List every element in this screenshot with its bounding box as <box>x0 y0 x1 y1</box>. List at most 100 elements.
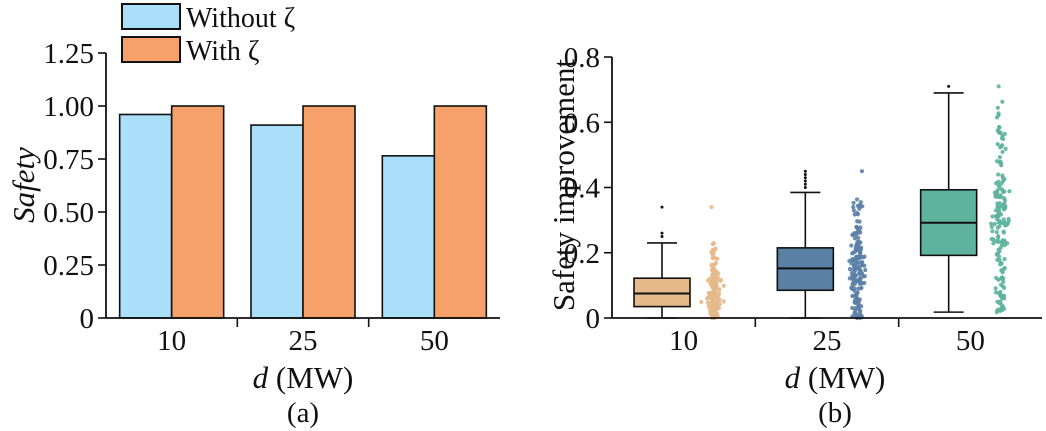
y-tick-label: 0.75 <box>43 144 94 176</box>
sample-point <box>857 219 862 224</box>
sample-point <box>713 261 718 266</box>
sample-point <box>997 159 1002 164</box>
sample-point <box>713 246 718 252</box>
panel-label-a: (a) <box>287 397 319 429</box>
sample-point <box>710 301 715 306</box>
sample-point <box>1002 257 1007 262</box>
sample-point <box>853 312 858 317</box>
sample-point <box>1000 99 1005 104</box>
outlier-point <box>803 182 807 186</box>
axes: 10 25 50 0 0.2 0.4 0.6 0.8 <box>564 42 1042 357</box>
panel-a-bar-chart: Without ζ With ζ 10 25 50 0 0.25 0.50 0.75 1.00… <box>6 3 500 429</box>
sample-point <box>1001 279 1006 285</box>
bar-without-zeta-25 <box>250 124 304 319</box>
sample-point <box>710 264 715 270</box>
sample-point <box>993 290 999 295</box>
outlier-point <box>660 234 664 238</box>
outlier-point <box>803 186 807 189</box>
sample-point <box>994 310 999 315</box>
sample-point <box>996 254 1002 259</box>
y-tick-label: 0.25 <box>43 250 94 282</box>
sample-point <box>1001 196 1007 201</box>
sample-point <box>705 278 711 283</box>
x-axis-unit: (MW) <box>800 360 885 395</box>
sample-point <box>990 229 995 234</box>
sample-point <box>856 246 862 251</box>
x-tick-label: 25 <box>813 325 842 357</box>
sample-point <box>1001 136 1006 142</box>
box-group-50 <box>919 84 1012 315</box>
sample-point <box>715 313 720 318</box>
sample-point <box>713 309 718 315</box>
sample-point <box>708 311 713 317</box>
y-tick-label: 0 <box>586 303 601 335</box>
jitter-points <box>699 204 726 321</box>
sample-point <box>989 221 994 226</box>
sample-point <box>708 290 713 295</box>
sample-point <box>994 230 999 235</box>
sample-point <box>1002 223 1008 228</box>
sample-point <box>854 197 860 202</box>
sample-point <box>850 305 855 311</box>
sample-point <box>853 244 858 250</box>
sample-point <box>998 299 1003 304</box>
sample-point <box>721 283 726 288</box>
sample-point <box>853 264 858 270</box>
sample-point <box>855 212 860 217</box>
sample-point <box>997 308 1003 313</box>
bar-with-zeta-50 <box>433 105 488 319</box>
sample-point <box>854 224 859 230</box>
sample-point <box>858 250 863 255</box>
sample-point <box>993 286 998 291</box>
sample-point <box>713 256 718 261</box>
sample-point <box>1003 146 1008 151</box>
sample-point <box>993 239 998 244</box>
sample-point <box>851 208 856 213</box>
sample-point <box>854 277 859 283</box>
sample-point <box>996 84 1001 89</box>
x-tick-label: 10 <box>669 325 698 357</box>
sample-point <box>1001 189 1006 195</box>
sample-point <box>997 155 1002 160</box>
sample-point <box>996 194 1001 200</box>
sample-point <box>1007 189 1012 194</box>
sample-point <box>860 259 865 265</box>
sample-point <box>863 267 868 273</box>
sample-point <box>1002 266 1007 271</box>
sample-point <box>999 261 1004 266</box>
sample-point <box>990 214 995 219</box>
x-axis-unit: (MW) <box>268 360 353 395</box>
sample-point <box>857 308 863 314</box>
sample-point <box>997 218 1002 224</box>
sample-point <box>859 169 865 174</box>
sample-point <box>852 236 858 241</box>
sample-point <box>849 261 854 266</box>
x-axis-variable: d <box>253 360 269 395</box>
sample-point <box>996 204 1001 210</box>
sample-point <box>855 299 860 304</box>
sample-point <box>847 266 853 272</box>
sample-point <box>993 208 999 213</box>
jitter-points <box>847 169 868 321</box>
sample-point <box>1001 293 1007 298</box>
sample-point <box>858 225 863 230</box>
sample-point <box>1001 204 1006 209</box>
panel-b-box-plot: 10 25 50 0 0.2 0.4 0.6 0.8 Safety improvement d… <box>546 42 1042 429</box>
y-tick-label: 1.25 <box>43 38 94 70</box>
sample-point <box>1001 230 1006 235</box>
sample-point <box>997 210 1002 215</box>
sample-point <box>997 257 1002 262</box>
sample-point <box>994 181 999 186</box>
sample-point <box>1000 149 1005 155</box>
sample-point <box>989 224 994 229</box>
sample-point <box>996 113 1001 118</box>
sample-point <box>854 254 859 259</box>
y-tick-label: 0.50 <box>43 197 94 229</box>
x-axis-title: d (MW) <box>785 360 886 395</box>
legend-label-with-zeta: With ζ <box>186 36 259 67</box>
sample-point <box>850 282 855 288</box>
sample-point <box>998 292 1003 298</box>
y-axis-title: Safety <box>6 147 41 223</box>
y-tick-label: 0.6 <box>564 107 600 139</box>
sample-point <box>852 271 857 277</box>
